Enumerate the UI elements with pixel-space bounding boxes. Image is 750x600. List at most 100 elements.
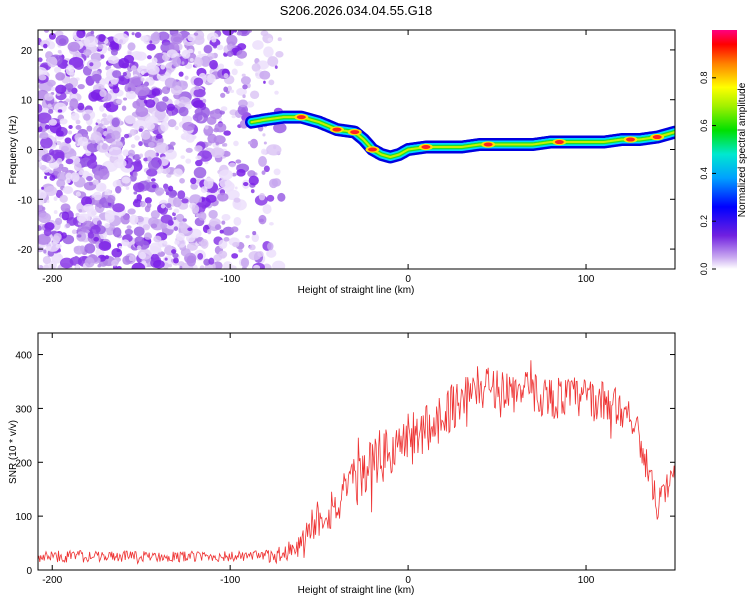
noise-blob	[46, 199, 50, 203]
noise-blob	[148, 142, 155, 148]
noise-blob	[99, 89, 107, 97]
noise-blob	[193, 167, 207, 179]
noise-blob	[171, 249, 177, 254]
noise-blob	[223, 73, 229, 79]
snr-xtick-label: -100	[220, 575, 240, 586]
noise-blob	[193, 35, 205, 46]
colorbar-label: Normalized spectral amplitude	[737, 82, 748, 217]
noise-blob	[134, 84, 150, 97]
noise-blob	[75, 119, 81, 125]
noise-blob	[249, 244, 256, 251]
noise-blob	[77, 136, 89, 147]
noise-blob	[48, 118, 58, 126]
noise-blob	[77, 102, 85, 111]
noise-blob	[84, 243, 96, 254]
noise-blob	[100, 54, 105, 59]
chart-title: S206.2026.034.04.55.G18	[280, 3, 433, 18]
noise-blob	[222, 30, 235, 36]
noise-blob	[203, 44, 213, 54]
noise-blob	[65, 98, 71, 103]
noise-blob	[78, 170, 84, 176]
noise-blob	[248, 175, 259, 186]
noise-blob	[91, 194, 96, 198]
noise-blob	[166, 103, 175, 111]
noise-blob	[112, 227, 122, 238]
noise-blob	[89, 62, 94, 67]
noise-blob	[69, 98, 79, 110]
noise-blob	[137, 65, 149, 74]
noise-blob	[70, 112, 80, 121]
noise-blob	[249, 90, 260, 100]
spectrogram-ytick-label: -10	[18, 195, 33, 206]
noise-blob	[48, 32, 56, 40]
noise-blob	[274, 90, 279, 95]
snr-xtick-label: 0	[405, 575, 411, 586]
noise-blob	[139, 153, 143, 158]
noise-blob	[73, 245, 85, 255]
noise-blob	[73, 61, 84, 70]
noise-blob	[193, 88, 206, 98]
noise-blob	[209, 59, 218, 70]
noise-blob	[172, 252, 179, 259]
noise-blob	[233, 30, 237, 33]
noise-blob	[178, 71, 184, 77]
noise-blob	[38, 264, 41, 268]
noise-blob	[177, 190, 186, 200]
noise-blob	[209, 110, 215, 115]
noise-blob	[43, 228, 52, 237]
noise-blob	[38, 112, 52, 124]
noise-blob	[187, 227, 193, 232]
noise-blob	[193, 32, 199, 36]
noise-blob	[251, 233, 260, 243]
noise-blob	[258, 156, 267, 167]
noise-blob	[127, 42, 136, 51]
noise-blob	[181, 61, 185, 65]
noise-blob	[164, 244, 173, 256]
noise-blob	[105, 195, 116, 203]
noise-blob	[170, 85, 183, 96]
spectrogram-ytick-label: 10	[21, 96, 33, 107]
noise-blob	[160, 121, 169, 132]
noise-blob	[200, 186, 208, 194]
noise-blob	[151, 184, 157, 189]
noise-blob	[225, 189, 240, 201]
noise-blob	[168, 189, 177, 198]
noise-blob	[144, 149, 157, 160]
noise-blob	[208, 257, 215, 265]
noise-blob	[53, 66, 62, 74]
noise-blob	[144, 197, 152, 204]
noise-blob	[170, 33, 184, 45]
noise-blob	[145, 122, 155, 130]
spectrogram-ytick-label: 0	[26, 146, 32, 157]
noise-blob	[83, 36, 99, 48]
noise-blob	[106, 126, 112, 130]
noise-blob	[55, 72, 66, 81]
noise-blob	[92, 179, 99, 185]
noise-blob	[126, 225, 132, 230]
noise-blob	[238, 99, 248, 108]
noise-blob	[38, 234, 51, 245]
noise-blob	[151, 178, 156, 182]
noise-blob	[160, 203, 166, 209]
noise-blob	[139, 200, 146, 208]
ridge-peak	[350, 130, 360, 135]
noise-blob	[38, 104, 43, 113]
ridge-peak	[368, 147, 378, 152]
noise-blob	[130, 50, 143, 60]
noise-blob	[96, 119, 101, 124]
noise-blob	[247, 141, 253, 145]
noise-blob	[55, 140, 62, 146]
noise-blob	[86, 125, 93, 132]
noise-blob	[166, 49, 178, 58]
noise-blob	[277, 37, 282, 42]
noise-blob	[262, 133, 266, 137]
noise-blob	[64, 137, 72, 144]
noise-blob	[185, 133, 195, 143]
noise-blob	[71, 87, 78, 94]
spectrogram-xtick-label: -100	[220, 274, 240, 285]
noise-blob	[237, 104, 249, 116]
noise-blob	[69, 92, 73, 96]
noise-blob	[153, 260, 165, 269]
noise-blob	[101, 120, 105, 125]
